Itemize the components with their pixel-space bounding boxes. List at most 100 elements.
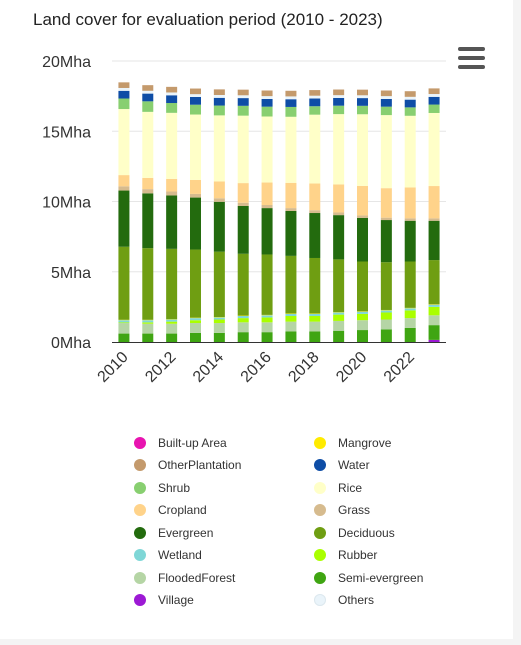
bar-segment bbox=[166, 178, 178, 192]
y-tick-label: 20Mha bbox=[42, 54, 91, 71]
bar-segment bbox=[190, 114, 201, 180]
bar-segment bbox=[166, 95, 178, 104]
legend: Built-up Area Mangrove OtherPlantation Wate… bbox=[132, 434, 492, 609]
bar-segment bbox=[404, 261, 416, 308]
bar-segment bbox=[118, 82, 130, 88]
bar-segment bbox=[261, 332, 273, 342]
bar-segment bbox=[213, 319, 225, 324]
bar-segment bbox=[333, 114, 345, 185]
bar-segment bbox=[285, 96, 297, 100]
legend-label: Water bbox=[338, 458, 370, 472]
bar-segment bbox=[428, 339, 440, 342]
bar-segment bbox=[261, 90, 273, 97]
bar-segment bbox=[261, 98, 273, 107]
bar-segment bbox=[333, 97, 345, 106]
legend-item[interactable]: Deciduous bbox=[312, 524, 492, 541]
legend-item[interactable]: Grass bbox=[312, 502, 492, 519]
bar-segment bbox=[309, 90, 321, 96]
legend-item[interactable]: Mangrove bbox=[312, 434, 492, 451]
bar-segment bbox=[404, 327, 416, 342]
legend-item[interactable]: Rice bbox=[312, 479, 492, 496]
bar-segment bbox=[380, 329, 392, 342]
bar-segment bbox=[190, 197, 201, 250]
bar-segment bbox=[237, 183, 249, 203]
legend-label: Village bbox=[158, 593, 194, 607]
bar-segment bbox=[213, 251, 225, 317]
legend-item[interactable]: Rubber bbox=[312, 547, 492, 564]
bar-segment bbox=[118, 98, 130, 110]
bar-segment bbox=[142, 193, 154, 249]
bar-segment bbox=[261, 116, 273, 183]
bar-segment bbox=[237, 318, 249, 323]
legend-item[interactable]: Built-up Area bbox=[132, 434, 312, 451]
bar-segment bbox=[237, 253, 249, 316]
bar-segment bbox=[309, 98, 321, 107]
bar-segment bbox=[333, 89, 345, 96]
bar-segment bbox=[261, 254, 273, 315]
bar-segment bbox=[237, 105, 249, 116]
bar-segment bbox=[404, 115, 416, 188]
bar-segment bbox=[142, 177, 154, 190]
bar-segment bbox=[190, 318, 201, 321]
bar-segment bbox=[142, 320, 154, 323]
bar-segment bbox=[380, 115, 392, 189]
legend-item[interactable]: Wetland bbox=[132, 547, 312, 564]
bar-segment bbox=[118, 190, 130, 247]
bar-segment bbox=[190, 249, 201, 318]
legend-label: Built-up Area bbox=[158, 435, 227, 450]
legend-item[interactable]: Shrub bbox=[132, 479, 312, 496]
bar-segment bbox=[333, 259, 345, 313]
hamburger-menu-icon[interactable] bbox=[458, 47, 485, 69]
bar-segment bbox=[190, 104, 201, 115]
bar-segment bbox=[428, 94, 440, 97]
bar-segment bbox=[142, 101, 154, 112]
bar-segment bbox=[190, 332, 201, 342]
bar-segment bbox=[309, 210, 321, 214]
legend-swatch-icon bbox=[134, 504, 146, 516]
legend-item[interactable]: Village bbox=[132, 592, 312, 609]
legend-item[interactable]: Evergreen bbox=[132, 524, 312, 541]
bar-segment bbox=[428, 325, 440, 340]
bar-segment bbox=[166, 321, 178, 324]
bar-segment bbox=[285, 210, 297, 256]
bar-segment bbox=[380, 217, 392, 221]
legend-item[interactable]: Others bbox=[312, 592, 492, 609]
bar-segment bbox=[118, 90, 130, 99]
bar-segment bbox=[166, 86, 178, 93]
bar-segment bbox=[380, 220, 392, 263]
bar-segment bbox=[190, 179, 201, 194]
y-tick-label: 15Mha bbox=[42, 124, 91, 141]
bar-segment bbox=[166, 195, 178, 249]
bar-segment bbox=[357, 215, 368, 218]
bar-segment bbox=[357, 185, 368, 216]
bar-segment bbox=[404, 96, 416, 100]
bar-segment bbox=[309, 321, 321, 332]
bar-segment bbox=[213, 181, 225, 199]
legend-item[interactable]: Cropland bbox=[132, 502, 312, 519]
bar-segment bbox=[118, 323, 130, 334]
bar-segment bbox=[333, 314, 345, 321]
bar-segment bbox=[285, 255, 297, 314]
legend-label: Rubber bbox=[338, 548, 378, 562]
x-tick-label: 2020 bbox=[333, 349, 370, 386]
bar-segment bbox=[142, 85, 154, 91]
legend-item[interactable]: Water bbox=[312, 457, 492, 474]
bar-segment bbox=[118, 246, 130, 320]
bar-segment bbox=[166, 333, 178, 342]
legend-item[interactable]: Semi-evergreen bbox=[312, 569, 492, 586]
legend-item[interactable]: OtherPlantation bbox=[132, 457, 312, 474]
bar-segment bbox=[142, 248, 154, 320]
bar-segment bbox=[357, 320, 368, 331]
bar-segment bbox=[428, 260, 440, 305]
legend-label: Wetland bbox=[158, 548, 202, 562]
bar-segment bbox=[428, 96, 440, 105]
bar-segment bbox=[142, 90, 154, 94]
bar-segment bbox=[380, 98, 392, 107]
x-tick-label: 2018 bbox=[285, 349, 322, 386]
bar-segment bbox=[333, 184, 345, 213]
bar-segment bbox=[261, 205, 273, 209]
bar-segment bbox=[237, 202, 249, 206]
legend-swatch-icon bbox=[314, 549, 326, 561]
bar-segment bbox=[213, 323, 225, 333]
legend-item[interactable]: FloodedForest bbox=[132, 569, 312, 586]
